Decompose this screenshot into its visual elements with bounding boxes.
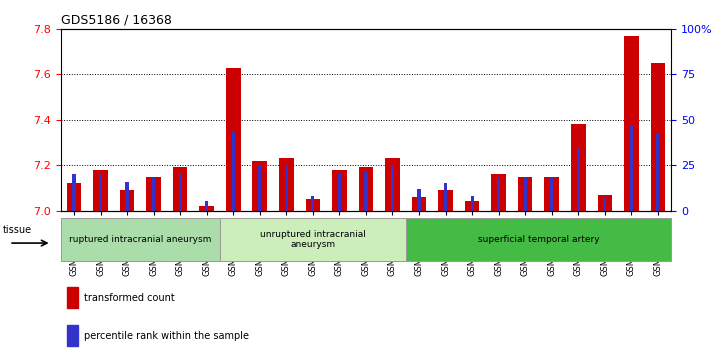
Bar — [518, 176, 533, 211]
Bar — [412, 197, 426, 211]
Bar — [199, 206, 214, 211]
Text: GDS5186 / 16368: GDS5186 / 16368 — [61, 13, 171, 26]
Bar — [99, 174, 102, 211]
Bar — [220, 218, 406, 261]
Bar — [279, 158, 293, 211]
Bar — [311, 196, 314, 211]
Text: tissue: tissue — [3, 225, 32, 235]
Bar — [332, 170, 347, 211]
Bar — [61, 218, 220, 261]
Bar — [364, 171, 368, 211]
Bar — [603, 198, 606, 211]
Bar — [550, 178, 553, 211]
Bar — [67, 325, 78, 346]
Bar — [120, 190, 134, 211]
Bar — [497, 178, 501, 211]
Text: percentile rank within the sample: percentile rank within the sample — [84, 331, 249, 340]
Bar — [571, 124, 585, 211]
Bar — [152, 178, 155, 211]
Bar — [67, 287, 78, 308]
Bar — [491, 174, 506, 211]
Bar — [66, 183, 81, 211]
Bar — [391, 165, 394, 211]
Bar — [258, 165, 261, 211]
Text: superficial temporal artery: superficial temporal artery — [478, 235, 599, 244]
Bar — [178, 174, 182, 211]
Bar — [523, 178, 527, 211]
Bar — [285, 165, 288, 211]
Bar — [385, 158, 400, 211]
Bar — [358, 167, 373, 211]
Bar — [418, 189, 421, 211]
Bar — [231, 132, 235, 211]
Bar — [598, 195, 612, 211]
Bar — [577, 147, 580, 211]
Bar — [650, 63, 665, 211]
Bar — [544, 176, 559, 211]
Bar — [471, 196, 473, 211]
Bar — [406, 218, 671, 261]
Bar — [146, 176, 161, 211]
Bar — [126, 182, 129, 211]
Bar — [444, 183, 447, 211]
Text: ruptured intracranial aneurysm: ruptured intracranial aneurysm — [69, 235, 211, 244]
Bar — [205, 201, 208, 211]
Text: unruptured intracranial
aneurysm: unruptured intracranial aneurysm — [260, 230, 366, 249]
Bar — [624, 36, 638, 211]
Bar — [306, 199, 320, 211]
Bar — [465, 201, 479, 211]
Bar — [438, 190, 453, 211]
Bar — [226, 68, 241, 211]
Bar — [173, 167, 188, 211]
Bar — [72, 174, 76, 211]
Bar — [656, 134, 660, 211]
Bar — [338, 174, 341, 211]
Text: transformed count: transformed count — [84, 293, 175, 303]
Bar — [630, 125, 633, 211]
Bar — [94, 170, 108, 211]
Bar — [253, 160, 267, 211]
